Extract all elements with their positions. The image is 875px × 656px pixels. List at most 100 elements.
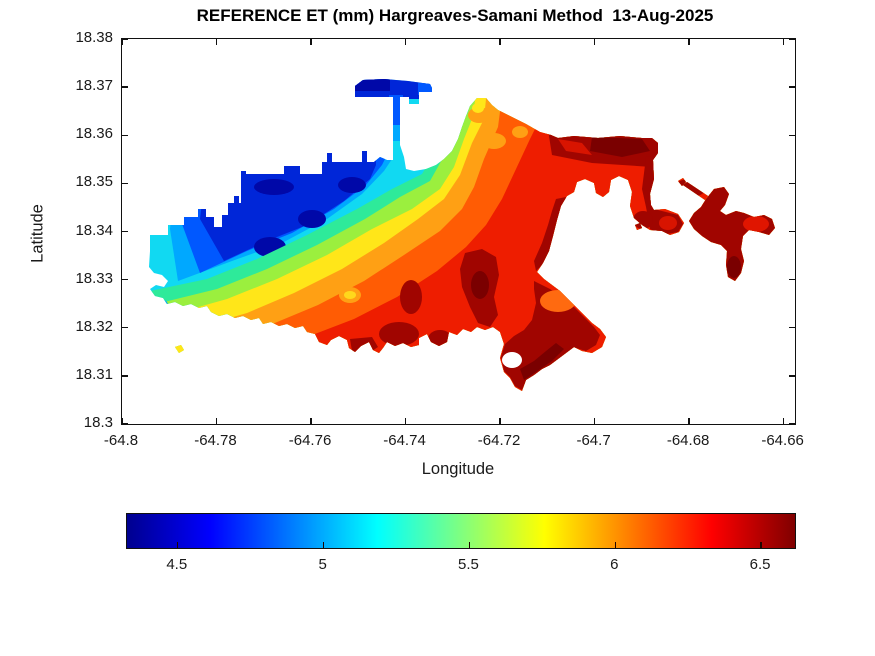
y-tick-mark-right — [789, 375, 795, 377]
chart-title: REFERENCE ET (mm) Hargreaves-Samani Meth… — [196, 6, 714, 25]
colorbar-tick-label: 6 — [610, 556, 619, 573]
contour-layers — [149, 79, 775, 391]
x-tick-mark-top — [310, 39, 312, 45]
peninsula-deep-rim — [520, 343, 564, 380]
east-descender-darkred — [642, 155, 683, 235]
east-lobe-darkred — [689, 187, 775, 281]
y-tick-mark-right — [789, 278, 795, 281]
colorbar-tick-mark — [177, 542, 179, 548]
y-tick-mark — [122, 375, 128, 377]
x-tick-mark — [404, 418, 407, 424]
y-tick-mark-right — [789, 327, 795, 329]
east-blob-core — [659, 216, 677, 230]
x-tick-mark — [310, 418, 312, 424]
ne-strip-red-streak — [558, 139, 592, 155]
y-tick-mark-right — [789, 230, 795, 233]
colorbar-tick-label: 5 — [318, 556, 327, 573]
colorbar-tick-mark — [760, 542, 762, 548]
colorbar-tick-label: 4.5 — [166, 556, 188, 573]
y-tick-mark — [122, 182, 128, 185]
y-tick-mark — [122, 423, 128, 425]
ne-bump-yellow-tip — [472, 103, 484, 113]
x-tick-label: -64.68 — [666, 432, 710, 449]
peterborg-bar-end — [418, 83, 434, 95]
x-tick-mark — [121, 418, 123, 424]
y-tick-mark — [122, 134, 128, 136]
x-tick-mark-top — [499, 39, 501, 45]
islet-yellow — [172, 343, 186, 355]
x-tick-label: -64.7 — [576, 432, 611, 449]
east-lobe-red-arm — [743, 216, 769, 232]
yellow-spot — [344, 291, 356, 299]
south-darkred-blob — [400, 280, 422, 314]
colorbar-tick-mark — [323, 542, 325, 548]
x-tick-mark-top — [404, 39, 407, 45]
x-tick-mark-top — [215, 39, 218, 45]
colorbar — [126, 513, 796, 549]
x-tick-mark-top — [121, 39, 123, 45]
y-tick-label: 18.35 — [75, 173, 113, 191]
y-tick-label: 18.38 — [75, 29, 113, 46]
y-tick-mark-right — [789, 423, 795, 425]
y-tick-label: 18.37 — [75, 77, 113, 95]
southcoast-darkred-2 — [428, 330, 452, 348]
peninsula-white-inlet — [502, 352, 522, 368]
navy-core — [254, 179, 294, 195]
y-tick-mark-right — [789, 182, 795, 185]
east-lobe-deep-tail — [727, 256, 741, 278]
x-axis-label: Longitude — [421, 460, 495, 478]
southcoast-darkred — [379, 322, 419, 346]
plot-area — [121, 38, 796, 425]
x-tick-label: -64.72 — [477, 432, 521, 449]
peterborg-bar-navy — [354, 79, 390, 91]
x-tick-mark — [782, 418, 785, 424]
bay-west-shore-dark — [534, 197, 566, 271]
y-tick-label: 18.31 — [75, 365, 113, 383]
y-tick-label: 18.34 — [75, 221, 113, 239]
y-tick-mark-right — [789, 86, 795, 88]
orange-island — [482, 133, 506, 149]
contour-map-svg — [149, 79, 775, 391]
y-tick-label: 18.3 — [83, 414, 113, 431]
x-tick-mark-top — [688, 39, 690, 45]
y-tick-mark — [122, 86, 128, 88]
y-tick-mark — [122, 38, 128, 40]
west-azure-dot — [152, 299, 168, 311]
neck-blue — [389, 95, 403, 129]
y-tick-mark — [122, 230, 128, 233]
y-tick-label: 18.32 — [75, 317, 113, 335]
neck-azure — [389, 125, 403, 141]
x-tick-mark — [593, 418, 596, 424]
x-tick-label: -64.78 — [194, 432, 237, 449]
x-tick-mark — [499, 418, 501, 424]
x-tick-mark — [215, 418, 218, 424]
x-tick-label: -64.8 — [103, 432, 139, 449]
x-tick-label: -64.74 — [383, 432, 426, 449]
colorbar-tick-label: 5.5 — [458, 556, 479, 573]
east-dots-dark — [633, 211, 653, 229]
x-tick-mark — [688, 418, 690, 424]
peninsula-orange-patch — [540, 290, 576, 312]
x-tick-mark-top — [593, 39, 596, 45]
y-tick-mark-right — [789, 38, 795, 40]
y-tick-mark-right — [789, 134, 795, 136]
x-tick-mark-top — [782, 39, 785, 45]
west-blue-dot — [154, 302, 162, 308]
navy-core — [338, 177, 366, 193]
navy-core — [298, 210, 326, 228]
x-tick-label: -64.76 — [288, 432, 332, 449]
y-tick-mark — [122, 278, 128, 281]
y-tick-label: 18.36 — [75, 125, 113, 143]
orange-island-2 — [512, 126, 528, 138]
central-deep-core — [471, 271, 489, 299]
link-line-dark — [674, 179, 706, 197]
colorbar-tick-mark — [614, 542, 616, 548]
peninsula-darkred — [501, 281, 600, 390]
colorbar-tick-mark — [468, 542, 471, 548]
y-tick-mark — [122, 327, 128, 329]
y-tick-label: 18.33 — [75, 269, 113, 287]
ne-strip-deepred — [590, 137, 650, 157]
x-tick-label: -64.66 — [761, 432, 804, 449]
colorbar-tick-label: 6.5 — [749, 556, 771, 573]
